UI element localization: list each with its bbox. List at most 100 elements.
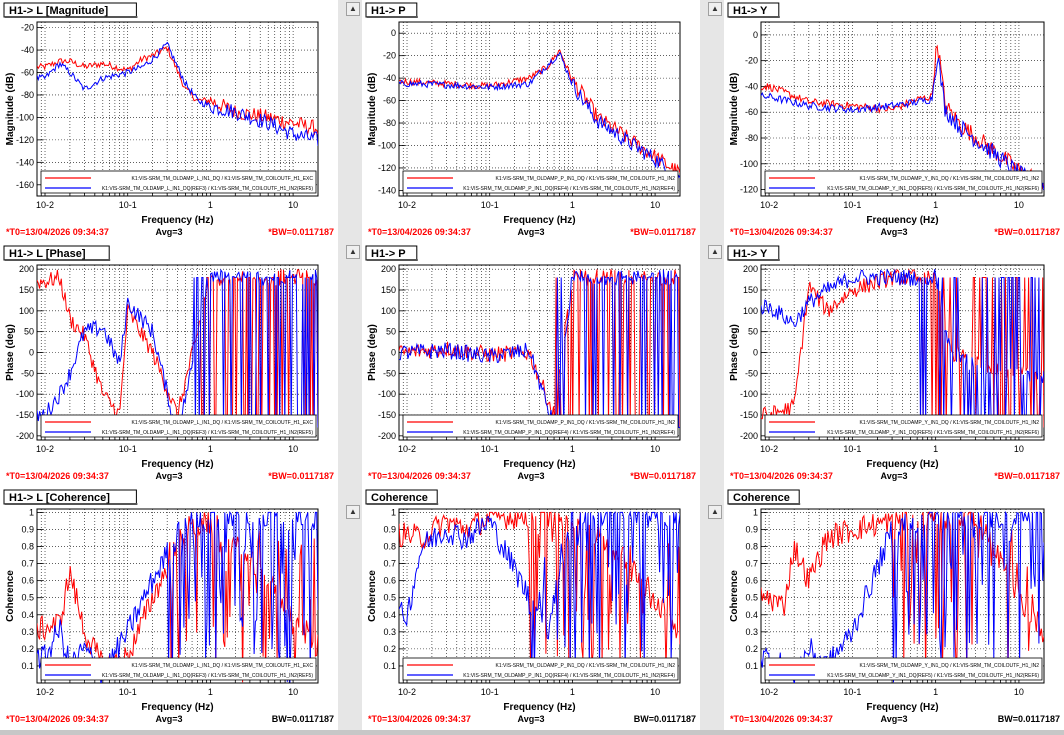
status-avg: Avg=3 bbox=[518, 227, 545, 237]
legend-entry: K1:VIS-SRM_TM_OLDAMP_L_IN1_DQ(REF3) / K1… bbox=[102, 673, 313, 679]
status-bandwidth: BW=0.0117187 bbox=[634, 714, 696, 724]
y-tick-label: 0.8 bbox=[745, 542, 758, 552]
plot-panel[interactable]: -20 -40 -60 -80 -100 -120 -140 -160 10-2 10-1 1 10 K… bbox=[0, 0, 338, 243]
x-tick-label: 10 bbox=[288, 444, 298, 454]
status-avg: Avg=3 bbox=[156, 714, 183, 724]
legend-entry: K1:VIS-SRM_TM_OLDAMP_L_IN1_DQ / K1:VIS-S… bbox=[132, 663, 314, 669]
plot-title: H1-> P bbox=[371, 248, 406, 260]
x-tick-label: 10-2 bbox=[36, 200, 54, 210]
x-tick-label: 10-2 bbox=[398, 200, 416, 210]
y-tick-label: 0.5 bbox=[745, 593, 758, 603]
status-avg: Avg=3 bbox=[518, 471, 545, 481]
y-tick-label: -80 bbox=[745, 133, 758, 143]
y-tick-label: 150 bbox=[19, 285, 34, 295]
scroll-up-button[interactable]: ▲ bbox=[708, 505, 722, 519]
legend bbox=[402, 657, 679, 681]
status-t0: *T0=13/04/2026 09:34:37 bbox=[368, 227, 471, 237]
y-tick-label: 100 bbox=[19, 306, 34, 316]
series-line-blue bbox=[37, 511, 318, 683]
y-tick-label: 0.4 bbox=[745, 610, 758, 620]
x-axis-label: Frequency (Hz) bbox=[141, 459, 213, 470]
y-tick-label: 0 bbox=[29, 348, 34, 358]
grid bbox=[760, 22, 1045, 196]
y-axis-label: Magnitude (dB) bbox=[729, 73, 740, 146]
scroll-up-button[interactable]: ▲ bbox=[346, 245, 360, 259]
plot-panel[interactable]: 0 -20 -40 -60 -80 -100 -120 10-2 10-1 1 10 K1:VIS-S… bbox=[724, 0, 1064, 243]
series-line-blue bbox=[761, 510, 1044, 683]
x-tick-label: 10 bbox=[650, 687, 660, 697]
series-line-red bbox=[399, 511, 680, 680]
y-tick-label: 0.4 bbox=[21, 610, 34, 620]
plot-panel[interactable]: 200 150 100 50 0 -50 -100 -150 -200 10-2 10-1 1 10 K1… bbox=[724, 243, 1064, 487]
y-tick-label: -100 bbox=[16, 112, 34, 122]
status-avg: Avg=3 bbox=[156, 471, 183, 481]
x-tick-label: 10 bbox=[1014, 444, 1024, 454]
plot-panel[interactable]: 200 150 100 50 0 -50 -100 -150 -200 10-2 10-1 1 10 K1… bbox=[362, 243, 700, 487]
scroll-up-button[interactable]: ▲ bbox=[346, 2, 360, 16]
plot-panel[interactable]: 1 0.9 0.8 0.7 0.6 0.5 0.4 0.3 0.2 0.1 10-2 10-1 1 10 K… bbox=[362, 487, 700, 730]
y-axis-label: Magnitude (dB) bbox=[5, 73, 16, 146]
plot-title: H1-> L [Coherence] bbox=[9, 492, 110, 504]
x-tick-label: 10-1 bbox=[481, 200, 499, 210]
y-tick-label: -40 bbox=[21, 45, 34, 55]
plot-title: H1-> L [Phase] bbox=[9, 248, 86, 260]
legend-entry: K1:VIS-SRM_TM_OLDAMP_Y_IN1_DQ / K1:VIS-S… bbox=[860, 420, 1040, 426]
scroll-up-button[interactable]: ▲ bbox=[346, 505, 360, 519]
y-tick-label: 200 bbox=[381, 264, 396, 274]
plot-svg: 1 0.9 0.8 0.7 0.6 0.5 0.4 0.3 0.2 0.1 10-2 10-1 1 10 K… bbox=[3, 489, 334, 724]
legend-entry: K1:VIS-SRM_TM_OLDAMP_L_IN1_DQ(REF3) / K1… bbox=[102, 186, 313, 192]
plot-svg: 1 0.9 0.8 0.7 0.6 0.5 0.4 0.3 0.2 0.1 10-2 10-1 1 10 K… bbox=[727, 489, 1060, 724]
y-tick-label: 150 bbox=[743, 285, 758, 295]
y-tick-label: 0.5 bbox=[383, 593, 396, 603]
series-line-blue bbox=[399, 51, 680, 181]
legend-entry: K1:VIS-SRM_TM_OLDAMP_P_IN1_DQ / K1:VIS-S… bbox=[496, 420, 676, 426]
plot-panel[interactable]: 1 0.9 0.8 0.7 0.6 0.5 0.4 0.3 0.2 0.1 10-2 10-1 1 10 K… bbox=[0, 487, 338, 730]
y-axis-label: Coherence bbox=[5, 570, 16, 622]
x-tick-label: 10-2 bbox=[398, 687, 416, 697]
x-tick-label: 10 bbox=[650, 444, 660, 454]
status-bandwidth: BW=0.0117187 bbox=[998, 714, 1060, 724]
plot-title: H1-> Y bbox=[733, 248, 768, 260]
y-tick-label: -150 bbox=[378, 410, 396, 420]
x-tick-label: 10-2 bbox=[36, 687, 54, 697]
y-tick-label: 1 bbox=[391, 507, 396, 517]
y-tick-label: -50 bbox=[21, 368, 34, 378]
y-tick-label: -80 bbox=[21, 90, 34, 100]
y-tick-label: -20 bbox=[745, 56, 758, 66]
status-bandwidth: BW=0.0117187 bbox=[272, 714, 334, 724]
y-tick-label: 0 bbox=[391, 348, 396, 358]
x-tick-label: 10 bbox=[650, 200, 660, 210]
x-axis-label: Frequency (Hz) bbox=[866, 215, 938, 226]
legend-entry: K1:VIS-SRM_TM_OLDAMP_Y_IN1_DQ(REF5) / K1… bbox=[827, 186, 1039, 192]
status-bandwidth: *BW=0.0117187 bbox=[268, 471, 334, 481]
y-tick-label: 150 bbox=[381, 285, 396, 295]
legend bbox=[764, 414, 1043, 438]
legend-entry: K1:VIS-SRM_TM_OLDAMP_P_IN1_DQ(REF4) / K1… bbox=[463, 186, 675, 192]
plot-title: Coherence bbox=[733, 492, 790, 504]
series-line-red bbox=[761, 511, 1044, 680]
x-tick-label: 10-1 bbox=[119, 687, 137, 697]
legend-entry: K1:VIS-SRM_TM_OLDAMP_L_IN1_DQ / K1:VIS-S… bbox=[132, 420, 314, 426]
x-tick-label: 1 bbox=[208, 200, 213, 210]
plot-svg: 1 0.9 0.8 0.7 0.6 0.5 0.4 0.3 0.2 0.1 10-2 10-1 1 10 K… bbox=[365, 489, 696, 724]
scroll-up-button[interactable]: ▲ bbox=[708, 2, 722, 16]
status-avg: Avg=3 bbox=[156, 227, 183, 237]
y-tick-label: 0.7 bbox=[383, 559, 396, 569]
scroll-up-button[interactable]: ▲ bbox=[708, 245, 722, 259]
plot-panel[interactable]: 0 -20 -40 -60 -80 -100 -120 -140 10-2 10-1 1 10 K1:V… bbox=[362, 0, 700, 243]
y-tick-label: 0 bbox=[753, 30, 758, 40]
plot-panel[interactable]: 1 0.9 0.8 0.7 0.6 0.5 0.4 0.3 0.2 0.1 10-2 10-1 1 10 K… bbox=[724, 487, 1064, 730]
x-tick-label: 1 bbox=[208, 687, 213, 697]
y-tick-label: 0.6 bbox=[383, 576, 396, 586]
y-tick-label: -100 bbox=[740, 389, 758, 399]
legend bbox=[40, 414, 317, 438]
panel-gutter bbox=[338, 0, 362, 730]
plot-panel[interactable]: 200 150 100 50 0 -50 -100 -150 -200 10-2 10-1 1 10 K1… bbox=[0, 243, 338, 487]
y-tick-label: 0 bbox=[391, 28, 396, 38]
legend-entry: K1:VIS-SRM_TM_OLDAMP_Y_IN1_DQ(REF5) / K1… bbox=[827, 430, 1039, 436]
legend-entry: K1:VIS-SRM_TM_OLDAMP_P_IN1_DQ / K1:VIS-S… bbox=[496, 176, 676, 182]
x-axis-label: Frequency (Hz) bbox=[503, 459, 575, 470]
status-t0: *T0=13/04/2026 09:34:37 bbox=[730, 471, 833, 481]
